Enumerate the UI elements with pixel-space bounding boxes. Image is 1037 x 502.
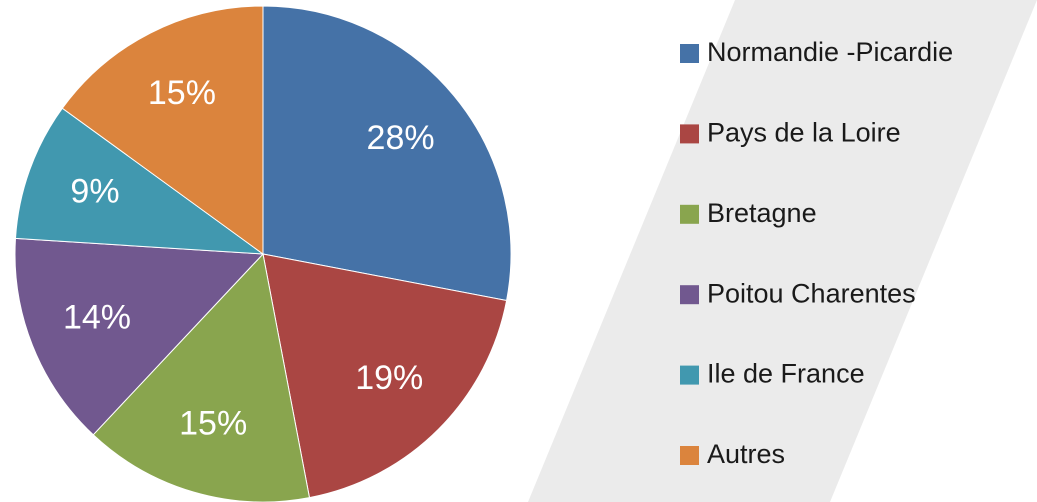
pie-slice bbox=[262, 5, 512, 302]
legend-swatch bbox=[680, 124, 699, 144]
legend-label: Pays de la Loire bbox=[707, 118, 901, 148]
data-label: 28% bbox=[367, 119, 435, 157]
legend-label: Poitou Charentes bbox=[707, 278, 916, 308]
legend-label: Normandie -Picardie bbox=[707, 37, 953, 67]
data-label: 15% bbox=[148, 74, 216, 112]
legend: Normandie -Picardie Pays de la Loire Breta… bbox=[680, 37, 953, 469]
pie-slice bbox=[92, 252, 311, 502]
legend-swatch bbox=[680, 365, 699, 385]
legend-swatch bbox=[680, 44, 699, 63]
background-stripe bbox=[528, 0, 1037, 502]
legend-label: Bretagne bbox=[707, 198, 817, 228]
data-label: 14% bbox=[63, 299, 131, 337]
pie-slice bbox=[14, 237, 265, 436]
data-label: 19% bbox=[355, 359, 423, 397]
legend-swatch bbox=[680, 285, 699, 305]
legend-swatch bbox=[680, 204, 699, 224]
pie: 28% 19% 15% 14% 9% 15% bbox=[14, 5, 512, 502]
legend-swatch bbox=[680, 446, 699, 465]
pie-slice bbox=[14, 107, 265, 255]
legend-label: Autres bbox=[707, 439, 785, 469]
pie-slice bbox=[262, 253, 508, 499]
data-label: 15% bbox=[179, 404, 247, 442]
data-label: 9% bbox=[70, 172, 119, 210]
legend-label: Ile de France bbox=[707, 359, 865, 389]
pie-slice bbox=[61, 5, 264, 255]
